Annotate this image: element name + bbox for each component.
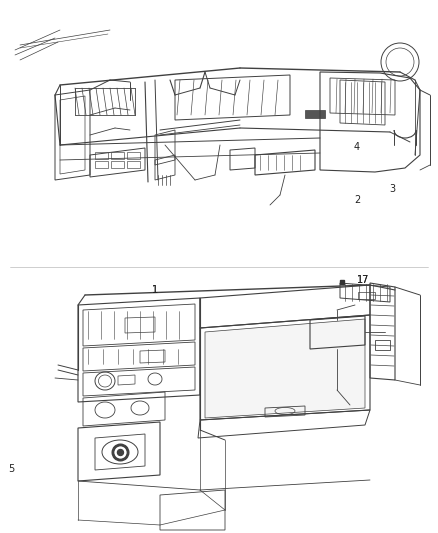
Text: 1: 1 bbox=[152, 286, 159, 295]
Text: 3: 3 bbox=[389, 184, 395, 194]
Text: 1: 1 bbox=[152, 286, 159, 295]
Polygon shape bbox=[305, 110, 325, 118]
Text: 17: 17 bbox=[357, 275, 370, 285]
Text: 4: 4 bbox=[354, 142, 360, 151]
Text: 5: 5 bbox=[8, 464, 14, 474]
Text: 2: 2 bbox=[354, 195, 360, 205]
Polygon shape bbox=[205, 319, 365, 418]
Text: 17: 17 bbox=[357, 275, 370, 285]
